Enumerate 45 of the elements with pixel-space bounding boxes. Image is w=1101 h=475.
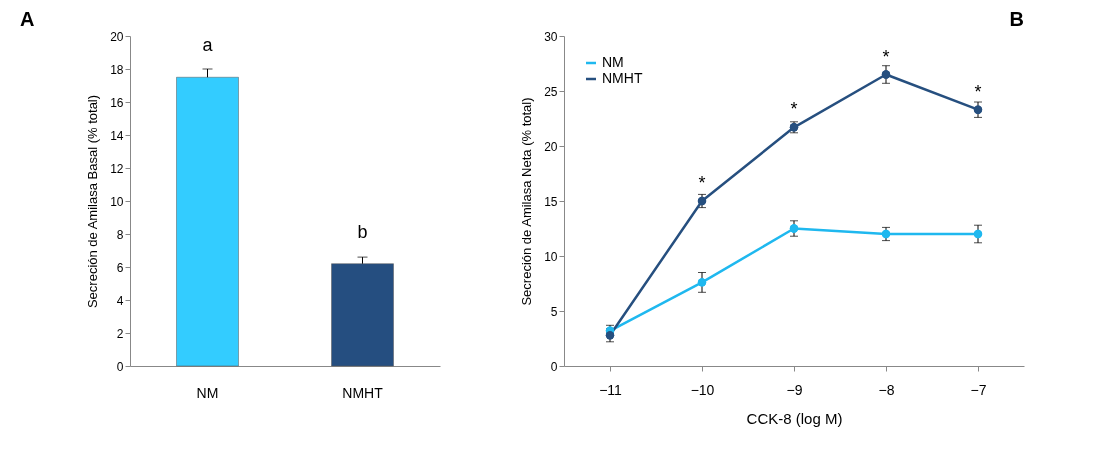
y-tick-label: 4 — [116, 293, 124, 308]
annotation: b — [357, 221, 368, 242]
chart-title: A — [20, 8, 35, 30]
y-tick-label: 10 — [110, 194, 124, 209]
y-tick-label: 15 — [544, 194, 558, 209]
y-tick-label: 0 — [116, 359, 124, 374]
y-tick-label: 2 — [116, 326, 124, 341]
point — [881, 229, 891, 239]
y-tick-label: 25 — [544, 84, 558, 99]
point — [973, 229, 983, 239]
point — [605, 331, 615, 340]
y-tick-label: 20 — [110, 29, 124, 44]
y-tick-label: 18 — [110, 62, 124, 77]
x-tick-label: −9 — [786, 381, 803, 398]
point — [789, 224, 799, 233]
x-tick-label: NMHT — [342, 384, 384, 401]
y-tick-label: 0 — [550, 359, 558, 374]
annotation: * — [698, 173, 706, 193]
y-tick-label: 6 — [116, 260, 124, 275]
y-tick-label: 20 — [544, 139, 558, 154]
point — [697, 278, 707, 287]
annotation: * — [790, 99, 798, 120]
y-tick-label: 10 — [544, 249, 558, 264]
chart-title: B — [1009, 8, 1024, 30]
y-tick-label: 14 — [110, 128, 124, 143]
y-tick-label: 16 — [110, 95, 124, 110]
point — [881, 70, 891, 79]
y-axis-title: Secreción de Amilasa Neta (% total) — [519, 97, 535, 306]
x-tick-label: NM — [196, 384, 219, 401]
x-tick-label: −8 — [878, 381, 895, 398]
y-tick-label: 8 — [116, 227, 124, 242]
x-tick-label: −7 — [970, 381, 987, 398]
annotation: a — [202, 35, 214, 56]
legend-label: NMHT — [602, 70, 643, 86]
annotation: * — [882, 46, 890, 67]
y-axis-title: Secreción de Amilasa Basal (% total) — [85, 94, 101, 309]
x-tick-label: −11 — [599, 381, 623, 398]
x-tick-label: −10 — [690, 381, 715, 398]
point — [973, 105, 983, 114]
legend-label: NM — [602, 54, 624, 70]
annotation: * — [974, 81, 982, 102]
x-axis-title: CCK-8 (log M) — [746, 409, 843, 427]
y-tick-label: 5 — [550, 304, 558, 319]
y-tick-label: 12 — [110, 161, 124, 176]
y-tick-label: 30 — [544, 29, 558, 44]
